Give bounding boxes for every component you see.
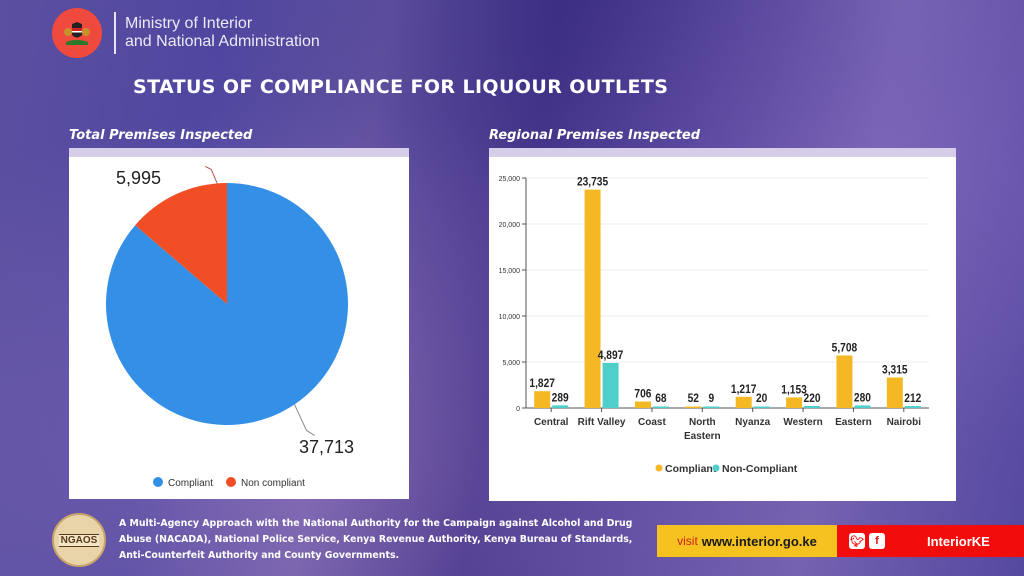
pie-value-label-compliant: 37,713 xyxy=(299,437,354,457)
legend-label-noncompliant: Non compliant xyxy=(241,478,305,489)
y-tick-label: 20,000 xyxy=(499,222,521,229)
pie-slice-non-compliant xyxy=(135,183,227,304)
bar-value-label: 3,315 xyxy=(882,364,908,377)
bar-value-label: 1,217 xyxy=(731,383,757,396)
bar-value-label: 68 xyxy=(655,392,666,405)
website-banner[interactable]: visit www.interior.go.ke xyxy=(657,525,837,557)
bar-value-label: 23,735 xyxy=(577,176,608,189)
x-tick-label: Eastern xyxy=(684,431,721,442)
bar-value-label: 20 xyxy=(756,392,767,405)
bar-noncompliant xyxy=(703,406,720,408)
bar-value-label: 289 xyxy=(552,392,569,405)
bar-value-label: 212 xyxy=(904,392,921,405)
x-tick-label: Eastern xyxy=(835,417,872,428)
bar-noncompliant xyxy=(602,362,619,408)
bar-panel-title: Regional Premises Inspected xyxy=(489,128,701,143)
bar-noncompliant xyxy=(854,405,871,408)
website-link[interactable]: www.interior.go.ke xyxy=(701,533,817,549)
pie-slice-compliant xyxy=(106,183,349,426)
ngaos-badge: NGAOS xyxy=(52,513,106,567)
bar-compliant xyxy=(685,406,702,408)
bar-value-label: 706 xyxy=(634,388,651,401)
pie-chart: 37,713 5,995 Compliant Non compliant xyxy=(106,165,354,489)
legend-label-noncompliant: Non-Compliant xyxy=(722,463,798,475)
x-tick-label: Nyanza xyxy=(735,417,770,428)
social-banner[interactable]: 🐦︎ f InteriorKE xyxy=(837,525,1024,557)
ngaos-badge-text: NGAOS xyxy=(58,533,100,547)
bar-noncompliant xyxy=(804,405,821,408)
bar-noncompliant xyxy=(552,405,569,408)
bar-value-label: 4,897 xyxy=(598,349,624,362)
bar-panel: 0 5,000 10,000 15,000 20,000 25,000 1,827 289 Ce… xyxy=(489,148,956,501)
bar-compliant xyxy=(534,391,551,408)
ministry-line-2: and National Administration xyxy=(125,33,320,50)
x-tick-label: Rift Valley xyxy=(578,417,626,428)
x-tick-label: North xyxy=(689,417,716,428)
legend-swatch-noncompliant xyxy=(712,464,720,472)
x-tick-label: Western xyxy=(783,417,822,428)
y-tick-label: 10,000 xyxy=(499,314,521,321)
bar-value-label: 280 xyxy=(854,392,871,405)
ministry-line-1: Ministry of Interior xyxy=(125,15,253,32)
visit-label: visit xyxy=(677,534,698,548)
bar-compliant xyxy=(735,396,752,408)
y-tick-label: 0 xyxy=(516,406,520,413)
header-divider xyxy=(114,12,116,54)
bar-noncompliant xyxy=(904,406,921,408)
x-tick-label: Nairobi xyxy=(887,417,922,428)
bar-value-label: 5,708 xyxy=(832,342,858,355)
bar-value-label: 1,827 xyxy=(529,377,555,390)
facebook-icon[interactable]: f xyxy=(869,533,885,549)
y-tick-label: 5,000 xyxy=(502,360,520,367)
y-tick-label: 25,000 xyxy=(499,176,521,183)
bar-compliant xyxy=(886,377,903,408)
bar-compliant xyxy=(584,189,601,408)
twitter-icon[interactable]: 🐦︎ xyxy=(849,533,865,549)
legend-swatch-compliant xyxy=(153,477,163,487)
footer-description: A Multi-Agency Approach with the Nationa… xyxy=(119,518,633,561)
bar-chart: 0 5,000 10,000 15,000 20,000 25,000 1,827 289 Ce… xyxy=(499,176,929,475)
y-tick-label: 15,000 xyxy=(499,268,521,275)
pie-panel: 37,713 5,995 Compliant Non compliant xyxy=(69,148,409,499)
bar-value-label: 220 xyxy=(804,392,821,405)
legend-label-compliant: Compliant xyxy=(665,463,717,475)
legend-swatch-compliant xyxy=(655,464,663,472)
pie-leader-line-noncompliant xyxy=(204,165,218,184)
coat-of-arms-icon xyxy=(64,22,90,45)
pie-leader-line-compliant xyxy=(294,404,315,436)
bar-noncompliant xyxy=(753,406,770,408)
bar-noncompliant xyxy=(652,406,669,408)
pie-panel-title: Total Premises Inspected xyxy=(69,128,253,143)
bar-value-label: 1,153 xyxy=(781,384,807,397)
legend-label-compliant: Compliant xyxy=(168,478,213,489)
x-tick-label: Coast xyxy=(638,417,666,428)
x-tick-label: Central xyxy=(534,417,569,428)
coat-of-arms-logo xyxy=(52,8,102,58)
legend-swatch-noncompliant xyxy=(226,477,236,487)
pie-value-label-noncompliant: 5,995 xyxy=(116,168,161,188)
page-title: STATUS OF COMPLIANCE FOR LIQUOUR OUTLETS xyxy=(133,76,669,98)
bar-value-label: 9 xyxy=(708,392,714,405)
bar-compliant xyxy=(634,401,651,408)
social-handle[interactable]: InteriorKE xyxy=(927,533,990,549)
bar-compliant xyxy=(786,397,803,408)
bar-value-label: 52 xyxy=(688,392,699,405)
ministry-name: Ministry of Interior and National Admini… xyxy=(125,15,320,51)
bar-compliant xyxy=(836,355,853,408)
